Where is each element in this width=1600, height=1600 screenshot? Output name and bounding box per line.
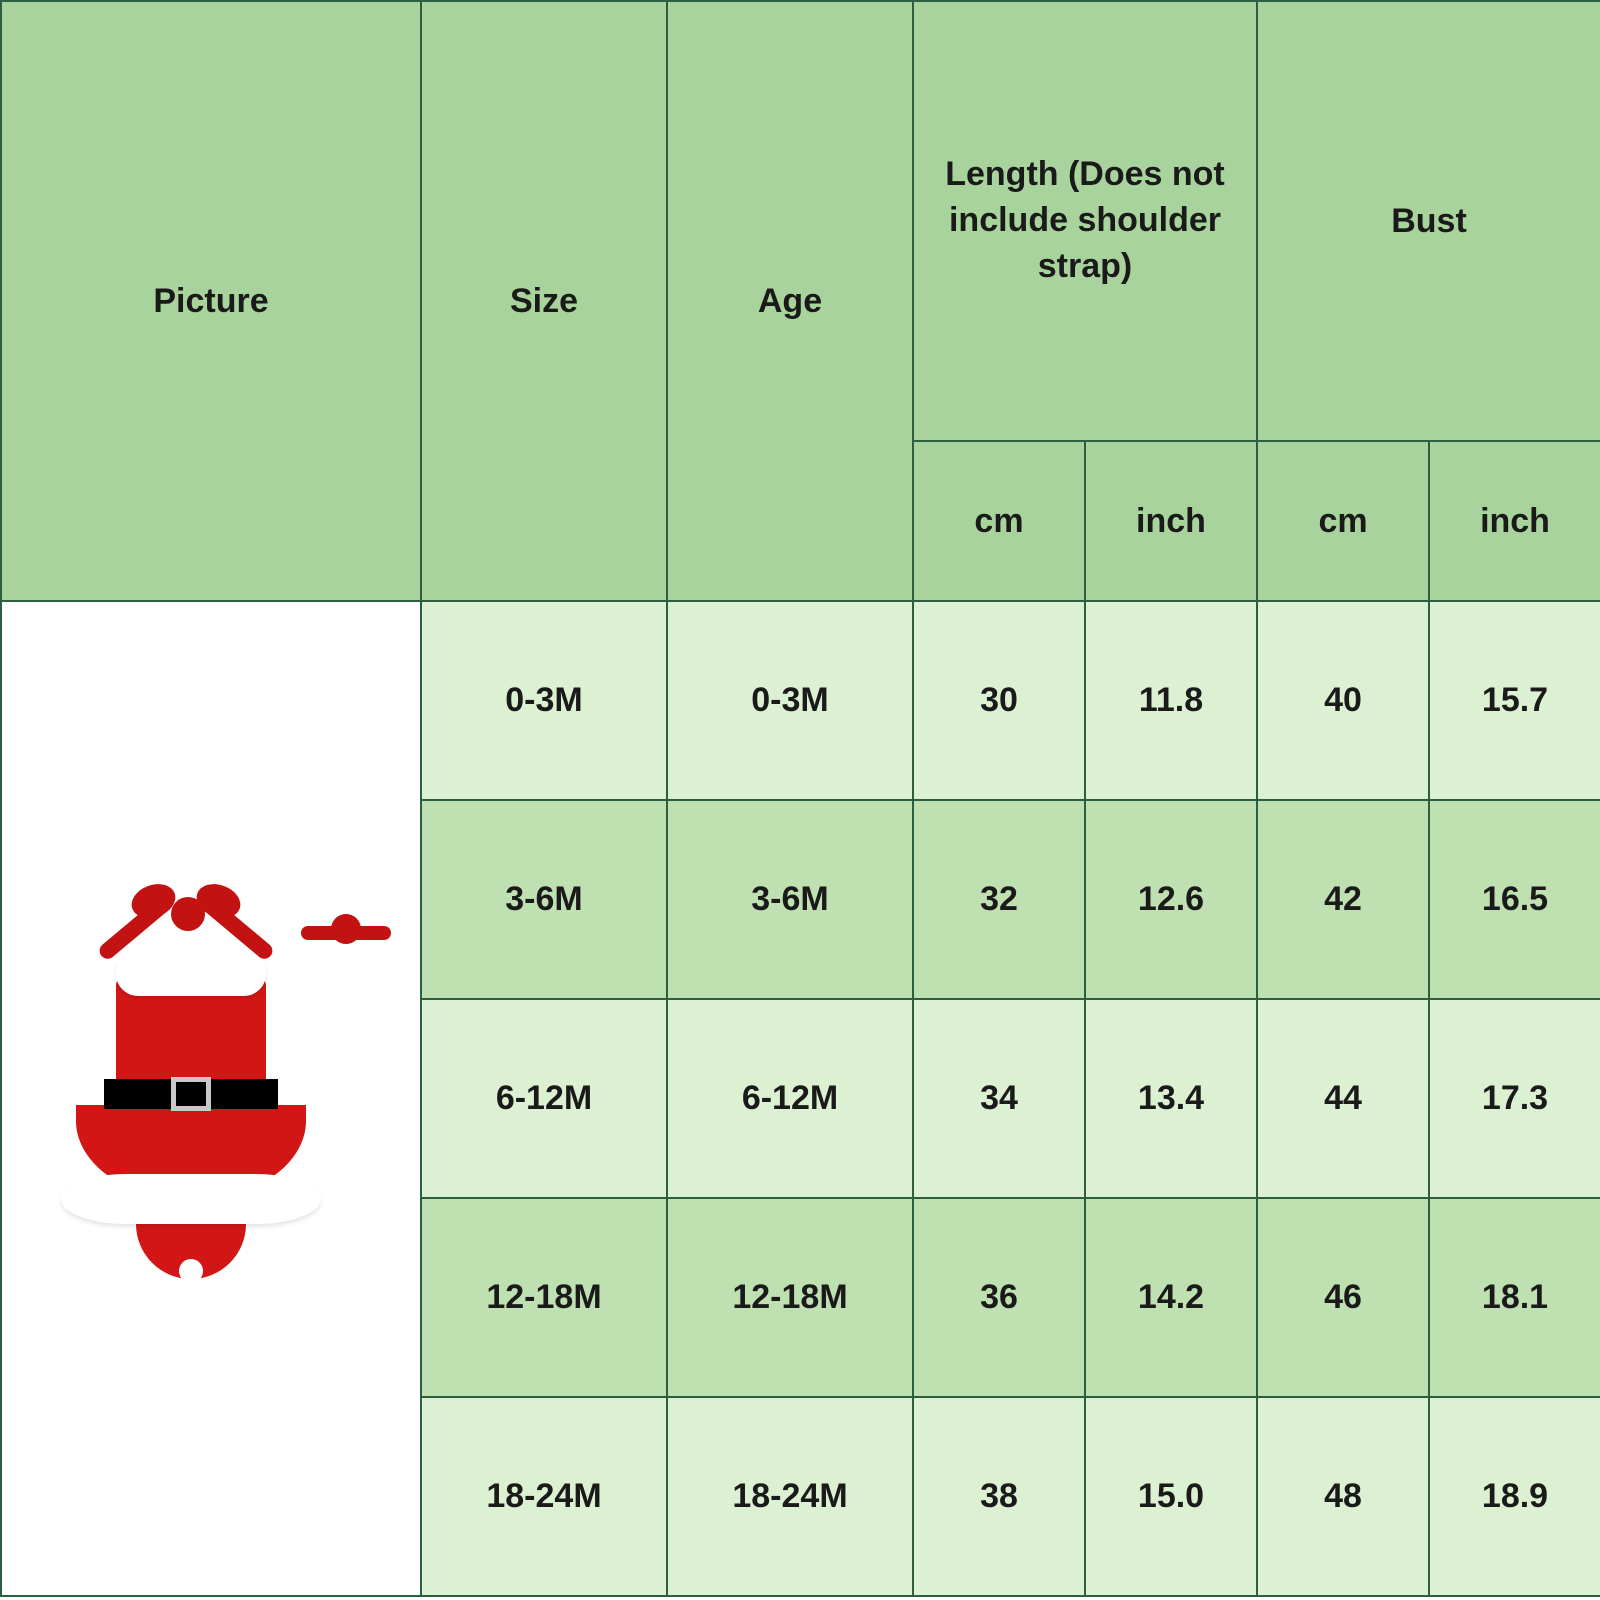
cell-length-cm: 38 [913,1397,1085,1596]
cell-size: 6-12M [421,999,667,1198]
header-row-main: Picture Size Age Length (Does not includ… [1,1,1600,441]
col-header-age: Age [667,1,913,601]
product-picture-cell [1,601,421,1596]
table-row: 0-3M 0-3M 30 11.8 40 15.7 [1,601,1600,800]
col-header-bust: Bust [1257,1,1600,441]
cell-length-in: 13.4 [1085,999,1257,1198]
cell-bust-cm: 40 [1257,601,1429,800]
col-header-length: Length (Does not include shoulder strap) [913,1,1257,441]
cell-length-cm: 34 [913,999,1085,1198]
col-header-length-cm: cm [913,441,1085,601]
cell-size: 18-24M [421,1397,667,1596]
col-header-size: Size [421,1,667,601]
cell-bust-cm: 44 [1257,999,1429,1198]
col-header-picture: Picture [1,1,421,601]
cell-bust-in: 18.9 [1429,1397,1600,1596]
cell-length-in: 11.8 [1085,601,1257,800]
product-illustration [21,879,401,1319]
cell-bust-in: 15.7 [1429,601,1600,800]
cell-age: 6-12M [667,999,913,1198]
cell-age: 3-6M [667,800,913,999]
cell-bust-in: 18.1 [1429,1198,1600,1397]
cell-length-cm: 30 [913,601,1085,800]
cell-length-in: 14.2 [1085,1198,1257,1397]
cell-age: 12-18M [667,1198,913,1397]
cell-age: 18-24M [667,1397,913,1596]
cell-size: 12-18M [421,1198,667,1397]
cell-bust-cm: 46 [1257,1198,1429,1397]
cell-size: 0-3M [421,601,667,800]
size-chart-body: 0-3M 0-3M 30 11.8 40 15.7 3-6M 3-6M 32 1… [1,601,1600,1596]
cell-length-in: 12.6 [1085,800,1257,999]
cell-bust-cm: 48 [1257,1397,1429,1596]
col-header-bust-inch: inch [1429,441,1600,601]
cell-size: 3-6M [421,800,667,999]
cell-length-cm: 32 [913,800,1085,999]
cell-bust-cm: 42 [1257,800,1429,999]
col-header-length-inch: inch [1085,441,1257,601]
size-chart-table: Picture Size Age Length (Does not includ… [0,0,1600,1597]
cell-bust-in: 17.3 [1429,999,1600,1198]
col-header-bust-cm: cm [1257,441,1429,601]
cell-bust-in: 16.5 [1429,800,1600,999]
cell-length-in: 15.0 [1085,1397,1257,1596]
cell-age: 0-3M [667,601,913,800]
cell-length-cm: 36 [913,1198,1085,1397]
